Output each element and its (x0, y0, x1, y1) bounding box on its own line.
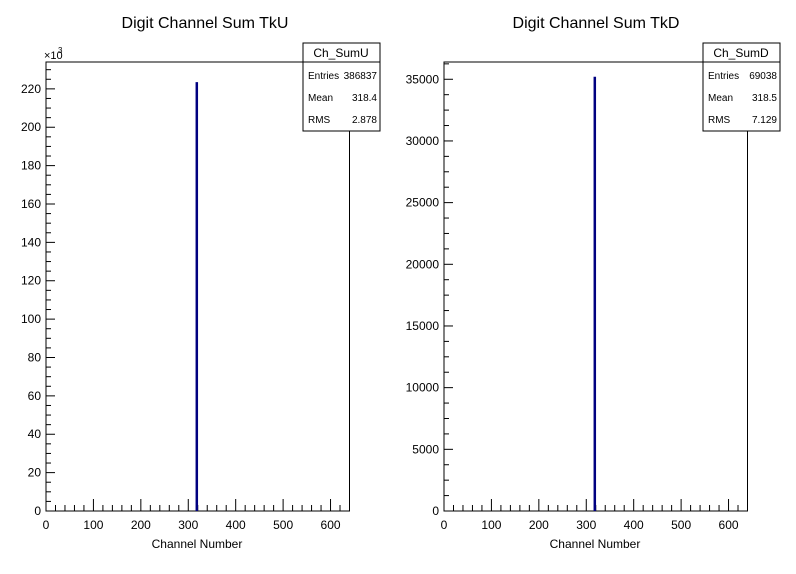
left-stats-entries-value: 386837 (344, 71, 378, 82)
left-y-tick-label: 100 (21, 312, 41, 326)
right-y-axis-ticks: 0 5000 10000 15000 20000 25000 30000 35000 (406, 63, 453, 518)
right-x-axis-label: Channel Number (550, 537, 641, 551)
left-x-tick-label: 300 (178, 518, 198, 532)
right-y-tick-label: 30000 (406, 134, 440, 148)
right-stats-entries-label: Entries (708, 71, 739, 82)
right-stats-mean-label: Mean (708, 93, 733, 104)
right-y-tick-label: 25000 (406, 196, 440, 210)
right-stats-title: Ch_SumD (713, 46, 769, 60)
left-x-axis-label: Channel Number (152, 537, 243, 551)
left-y-tick-label: 140 (21, 235, 41, 249)
left-y-tick-label: 0 (34, 504, 41, 518)
left-histogram-pad: Digit Channel Sum TkU ×10 3 0 100 200 300 40… (21, 15, 381, 551)
left-y-tick-label: 80 (28, 350, 42, 364)
left-stats-rms-value: 2.878 (352, 115, 377, 126)
right-y-tick-label: 35000 (406, 72, 440, 86)
left-chart-title: Digit Channel Sum TkU (122, 15, 289, 32)
left-y-tick-label: 200 (21, 120, 41, 134)
right-y-tick-label: 5000 (412, 442, 439, 456)
right-stats-entries-value: 69038 (749, 71, 777, 82)
right-y-tick-label: 10000 (406, 381, 440, 395)
left-y-exponent: ×10 3 (44, 46, 63, 62)
right-x-tick-label: 300 (576, 518, 596, 532)
right-histogram-chart: Digit Channel Sum TkD 0 100 200 300 400 500 60… (406, 15, 781, 551)
right-stats-mean-value: 318.5 (752, 93, 777, 104)
right-stats-rms-label: RMS (708, 115, 731, 126)
left-stats-box: Ch_SumU Entries 386837 Mean 318.4 RMS 2.… (302, 42, 381, 132)
right-x-tick-label: 100 (481, 518, 501, 532)
left-stats-title: Ch_SumU (313, 46, 368, 60)
right-y-tick-label: 15000 (406, 319, 440, 333)
right-histogram-pad: Digit Channel Sum TkD 0 100 200 300 400 500 60… (398, 0, 796, 574)
right-stats-rms-value: 7.129 (752, 115, 777, 126)
left-y-tick-label: 160 (21, 197, 41, 211)
left-x-tick-label: 0 (43, 518, 50, 532)
right-x-tick-label: 400 (624, 518, 644, 532)
right-stats-box: Ch_SumD Entries 69038 Mean 318.5 RMS 7.1… (702, 42, 781, 132)
left-y-exponent-base: ×10 (44, 50, 63, 62)
right-chart-title: Digit Channel Sum TkD (513, 15, 680, 32)
right-y-tick-label: 0 (432, 504, 439, 518)
right-x-tick-label: 600 (719, 518, 739, 532)
left-x-tick-label: 400 (226, 518, 246, 532)
left-y-exponent-power: 3 (58, 46, 63, 55)
left-stats-mean-value: 318.4 (352, 93, 377, 104)
left-x-tick-label: 200 (131, 518, 151, 532)
right-x-axis-ticks: 0 100 200 300 400 500 600 (441, 499, 748, 532)
left-x-axis-ticks: 0 100 200 300 400 500 600 (43, 499, 350, 532)
left-histogram-chart: Digit Channel Sum TkU ×10 3 0 100 200 300 40… (21, 15, 381, 551)
left-y-axis-ticks: 0 20 40 60 80 100 120 140 160 180 200 220 (21, 69, 55, 518)
left-stats-mean-label: Mean (308, 93, 333, 104)
right-x-tick-label: 200 (529, 518, 549, 532)
left-stats-rms-label: RMS (308, 115, 331, 126)
left-x-tick-label: 500 (273, 518, 293, 532)
left-y-tick-label: 20 (28, 466, 42, 480)
left-y-tick-label: 40 (28, 427, 42, 441)
left-x-tick-label: 600 (321, 518, 341, 532)
right-x-tick-label: 0 (441, 518, 448, 532)
left-y-tick-label: 180 (21, 159, 41, 173)
left-stats-entries-label: Entries (308, 71, 339, 82)
right-x-tick-label: 500 (671, 518, 691, 532)
left-y-tick-label: 60 (28, 389, 42, 403)
left-y-tick-label: 120 (21, 274, 41, 288)
left-x-tick-label: 100 (83, 518, 103, 532)
right-y-tick-label: 20000 (406, 257, 440, 271)
left-y-tick-label: 220 (21, 82, 41, 96)
